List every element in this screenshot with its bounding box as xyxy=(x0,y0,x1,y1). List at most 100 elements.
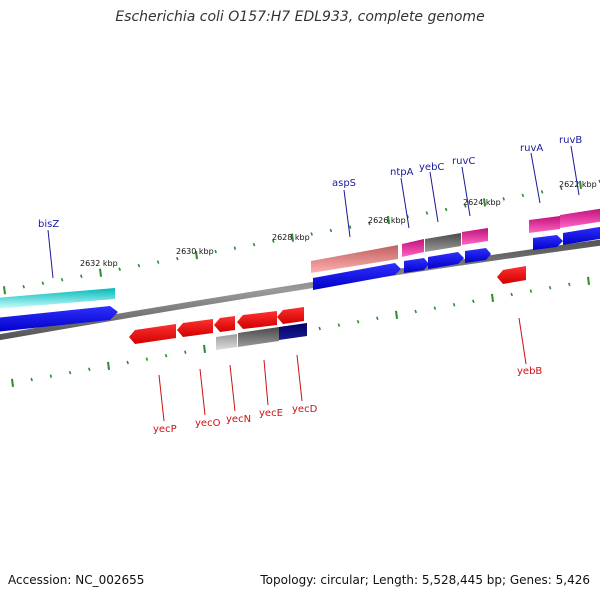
minor-tick xyxy=(425,211,429,215)
minor-tick xyxy=(368,221,371,226)
genome-backbone xyxy=(0,239,600,341)
gene-label-yecN: yecN xyxy=(226,414,251,425)
gene-yebB[interactable] xyxy=(497,266,526,284)
gene-label-yecD: yecD xyxy=(292,404,318,415)
gene-ruvC-inner[interactable] xyxy=(465,248,491,263)
leader-yecN xyxy=(229,364,236,412)
accession-text: Accession: NC_002655 xyxy=(8,573,145,587)
minor-tick xyxy=(68,370,72,375)
minor-tick xyxy=(376,316,379,321)
major-tick xyxy=(387,215,390,225)
gene-ruvA-inner[interactable] xyxy=(533,235,563,250)
gene-ruvC-outer[interactable] xyxy=(462,228,488,245)
gene-ruvB-inner[interactable] xyxy=(563,226,600,245)
major-tick xyxy=(587,276,590,286)
leader-yebC xyxy=(429,171,439,223)
leader-yecD xyxy=(296,354,303,402)
gene-yecE-rna[interactable] xyxy=(238,327,279,347)
leader-ntpA xyxy=(400,177,410,229)
gene-yecN-rna[interactable] xyxy=(216,334,237,350)
gene-label-ruvB: ruvB xyxy=(559,135,582,146)
minor-tick xyxy=(118,267,121,271)
minor-tick xyxy=(49,374,53,378)
gene-label-ruvC: ruvC xyxy=(452,156,475,167)
minor-tick xyxy=(452,302,456,307)
gene-aspS-inner[interactable] xyxy=(313,263,401,290)
major-tick xyxy=(107,361,110,371)
leader-bisZ xyxy=(47,229,54,279)
leader-ruvB xyxy=(570,145,580,196)
minor-tick xyxy=(88,367,91,372)
minor-tick xyxy=(310,232,313,236)
gene-yecE[interactable] xyxy=(237,311,277,329)
gene-yebC-inner[interactable] xyxy=(428,252,464,269)
scale-label: 2622 kbp xyxy=(559,180,597,189)
gene-bisZ-outer[interactable] xyxy=(0,288,115,309)
gene-ruvA-outer[interactable] xyxy=(529,216,560,233)
minor-tick xyxy=(356,319,360,324)
minor-tick xyxy=(548,285,552,290)
minor-tick xyxy=(80,274,83,278)
gene-label-yecP: yecP xyxy=(153,424,177,435)
major-tick xyxy=(291,233,294,242)
reverse-strand-genes xyxy=(129,266,526,350)
minor-tick xyxy=(510,292,513,297)
major-tick xyxy=(11,378,14,388)
minor-tick xyxy=(560,186,563,191)
gene-ntpA-inner[interactable] xyxy=(404,258,429,273)
minor-tick xyxy=(521,193,525,198)
leader-yecE xyxy=(263,359,269,406)
leader-ruvA xyxy=(530,152,541,204)
major-tick xyxy=(491,293,494,303)
gene-yecN[interactable] xyxy=(214,316,235,332)
gene-ruvB-outer[interactable] xyxy=(560,208,600,228)
gene-aspS-outer[interactable] xyxy=(311,245,398,273)
minor-tick xyxy=(472,299,475,304)
gene-label-aspS: aspS xyxy=(332,178,356,189)
minor-tick xyxy=(329,228,333,233)
minor-tick xyxy=(272,239,275,243)
minor-tick xyxy=(502,197,505,201)
scale-label: 2624 kbp xyxy=(463,198,501,207)
minor-tick xyxy=(233,246,237,250)
leader-yecO xyxy=(199,368,206,416)
gene-ntpA-outer[interactable] xyxy=(402,239,424,257)
minor-tick xyxy=(318,326,321,331)
gene-yecD-rna[interactable] xyxy=(279,323,307,340)
minor-tick xyxy=(145,357,149,361)
minor-tick xyxy=(252,242,256,247)
major-tick xyxy=(203,344,206,354)
scale-labels: 2632 kbp 2630 kbp 2628 kbp 2626 kbp 2624… xyxy=(80,180,597,268)
major-tick xyxy=(99,268,102,277)
minor-tick xyxy=(30,377,33,382)
gene-yebC-outer[interactable] xyxy=(425,233,461,252)
minor-tick xyxy=(137,263,141,268)
minor-tick xyxy=(433,306,437,310)
minor-tick xyxy=(164,353,168,358)
gene-label-bisZ: bisZ xyxy=(38,219,59,230)
minor-tick xyxy=(176,256,179,261)
gene-label-yecO: yecO xyxy=(195,418,221,429)
gene-yecO[interactable] xyxy=(177,319,213,337)
minor-tick xyxy=(156,260,160,264)
gene-yecD[interactable] xyxy=(277,307,304,324)
gene-label-ntpA: ntpA xyxy=(390,167,414,178)
leader-yebB xyxy=(518,317,527,365)
major-tick xyxy=(579,180,582,189)
scale-label: 2632 kbp xyxy=(80,259,118,268)
minor-tick xyxy=(337,323,341,327)
leader-yecP xyxy=(158,374,165,422)
gene-yecP[interactable] xyxy=(129,324,176,344)
gene-label-yebB: yebB xyxy=(517,366,542,377)
genome-summary-text: Topology: circular; Length: 5,528,445 bp… xyxy=(260,573,590,587)
major-tick xyxy=(3,286,6,295)
gene-label-yecE: yecE xyxy=(259,408,283,419)
scale-label: 2626 kbp xyxy=(368,216,406,225)
major-tick xyxy=(195,251,198,260)
minor-tick xyxy=(214,249,217,254)
gene-bisZ-inner[interactable] xyxy=(0,306,118,332)
forward-strand-genes xyxy=(0,208,600,332)
leader-ruvC xyxy=(461,166,471,217)
minor-tick xyxy=(348,225,352,229)
